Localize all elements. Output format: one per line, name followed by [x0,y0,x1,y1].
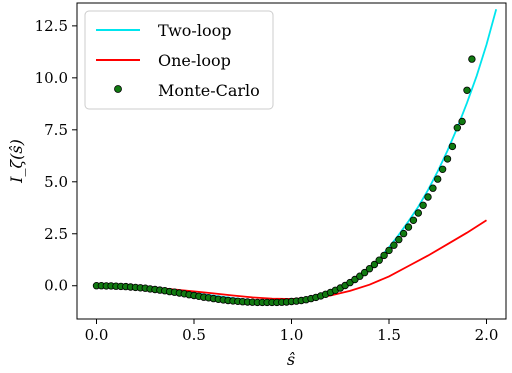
y-tick-label: 0.0 [44,277,68,295]
data-point-monte-carlo [395,235,403,244]
x-tick-label: 0.0 [85,326,109,344]
data-point-monte-carlo [438,165,447,173]
data-point-monte-carlo [365,265,374,273]
legend-label-one-loop: One-loop [158,51,231,70]
data-point-monte-carlo [375,256,383,264]
y-tick-label: 5.0 [44,173,68,191]
data-point-monte-carlo [443,155,452,163]
y-tick-label: 2.5 [44,225,68,243]
y-tick-label: 10.0 [35,69,68,87]
data-point-monte-carlo [360,268,369,277]
data-point-monte-carlo [409,216,418,224]
x-axis-label: ŝ [287,350,295,369]
y-tick-label: 7.5 [44,121,68,139]
data-point-monte-carlo [419,201,427,209]
legend-label-monte-carlo: Monte-Carlo [158,81,260,100]
data-point-monte-carlo [429,184,437,192]
x-tick-label: 0.5 [182,326,206,344]
y-axis-ticks: 0.0 2.5 5.0 7.5 10.0 12.5 [35,17,77,295]
x-tick-label: 1.5 [377,326,401,344]
data-point-monte-carlo [468,55,476,63]
x-tick-label: 1.0 [280,326,304,344]
data-point-monte-carlo [414,209,422,217]
y-axis-label: I_ζ(ŝ) [7,139,26,184]
data-point-monte-carlo [380,251,388,260]
data-point-monte-carlo [463,86,471,94]
data-point-monte-carlo [370,260,379,269]
y-tick-label: 12.5 [35,17,68,35]
x-tick-label: 2.0 [475,326,499,344]
data-point-monte-carlo [390,241,398,249]
legend: Two-loop One-loop Monte-Carlo [84,10,274,110]
data-point-monte-carlo [453,123,461,132]
data-point-monte-carlo [434,175,442,183]
data-point-monte-carlo [424,193,432,201]
data-point-monte-carlo [356,272,364,280]
x-axis-ticks: 0.0 0.5 1.0 1.5 2.0 [85,319,499,344]
legend-label-two-loop: Two-loop [158,21,231,40]
series-layer [92,8,498,307]
data-point-monte-carlo [385,246,393,255]
data-point-monte-carlo [404,223,413,231]
data-point-monte-carlo [399,229,408,238]
data-point-monte-carlo [448,142,457,151]
legend-box [84,10,274,110]
legend-swatch-monte-carlo [114,85,122,93]
data-point-monte-carlo [458,117,466,126]
